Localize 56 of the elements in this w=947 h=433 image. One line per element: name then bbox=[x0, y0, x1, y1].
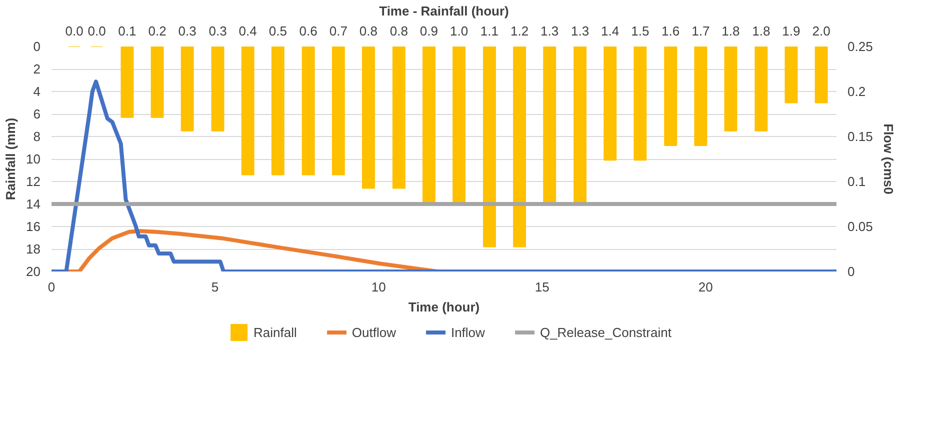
x2-tick-label: 1.7 bbox=[692, 24, 710, 38]
y-tick-label: 10 bbox=[26, 152, 41, 166]
x-tick-label: 15 bbox=[534, 280, 550, 294]
x-axis-title: Time (hour) bbox=[408, 300, 480, 314]
x-tick-label: 0 bbox=[48, 280, 56, 294]
x2-tick-label: 1.4 bbox=[601, 24, 620, 38]
x2-tick-label: 1.9 bbox=[782, 24, 800, 38]
y-tick-label: 16 bbox=[26, 219, 41, 234]
y-tick-label: 6 bbox=[33, 106, 41, 122]
x2-tick-label: 0.1 bbox=[118, 24, 136, 38]
legend-label: Q_Release_Constraint bbox=[540, 324, 672, 340]
x2-tick-label: 1.2 bbox=[510, 24, 529, 38]
y-axis-title: Rainfall (mm) bbox=[3, 118, 18, 200]
x-tick-label: 5 bbox=[211, 280, 219, 294]
y-tick-label: 0 bbox=[33, 39, 41, 54]
x2-tick-label: 1.1 bbox=[480, 24, 499, 38]
y-tick-label: 18 bbox=[26, 242, 41, 256]
y2-tick-label: 0 bbox=[848, 264, 855, 279]
x2-tick-label: 0.6 bbox=[299, 24, 318, 38]
y-tick-label: 2 bbox=[33, 62, 41, 76]
y-tick-label: 20 bbox=[26, 264, 41, 279]
x-tick-label: 20 bbox=[698, 280, 713, 294]
x2-tick-label: 2.0 bbox=[812, 24, 830, 38]
y-tick-label: 14 bbox=[26, 196, 41, 212]
x2-axis-title: Time - Rainfall (hour) bbox=[379, 4, 509, 18]
y2-tick-label: 0.1 bbox=[848, 174, 866, 189]
y-tick-label: 4 bbox=[33, 84, 41, 99]
x2-tick-label: 0.7 bbox=[329, 24, 348, 38]
y2-tick-label: 0.25 bbox=[848, 39, 873, 54]
y2-tick-label: 0.05 bbox=[848, 219, 873, 234]
y2-tick-label: 0.2 bbox=[848, 84, 866, 99]
x2-tick-label: 1.5 bbox=[631, 24, 650, 38]
legend-label: Inflow bbox=[450, 324, 485, 340]
x-tick-label: 10 bbox=[371, 280, 386, 294]
x2-tick-label: 1.8 bbox=[722, 24, 740, 38]
y-tick-label: 8 bbox=[33, 129, 41, 144]
legend-label: Rainfall bbox=[254, 324, 297, 340]
x2-tick-label: 1.6 bbox=[662, 24, 680, 38]
x2-tick-label: 0.2 bbox=[148, 24, 166, 38]
x2-tick-label: 0.0 bbox=[88, 24, 106, 38]
x2-tick-label: 0.5 bbox=[268, 24, 287, 38]
x2-tick-label: 0.3 bbox=[178, 24, 196, 38]
y2-axis-title: Flow (cms0 bbox=[880, 124, 896, 194]
x2-tick-label: 0.3 bbox=[208, 24, 227, 38]
x2-tick-label: 0.0 bbox=[65, 24, 84, 38]
x2-tick-label: 1.0 bbox=[450, 24, 468, 38]
legend-label: Outflow bbox=[352, 324, 396, 340]
x2-tick-label: 0.8 bbox=[359, 24, 378, 38]
x2-tick-label: 1.8 bbox=[752, 24, 770, 38]
x2-tick-label: 1.3 bbox=[540, 24, 559, 38]
x2-tick-label: 0.9 bbox=[420, 24, 438, 38]
x2-tick-label: 0.4 bbox=[238, 24, 257, 38]
x2-tick-label: 1.3 bbox=[570, 24, 590, 38]
y2-tick-label: 0.15 bbox=[848, 129, 873, 144]
x2-tick-label: 0.8 bbox=[390, 24, 408, 38]
y-tick-label: 12 bbox=[26, 174, 41, 189]
